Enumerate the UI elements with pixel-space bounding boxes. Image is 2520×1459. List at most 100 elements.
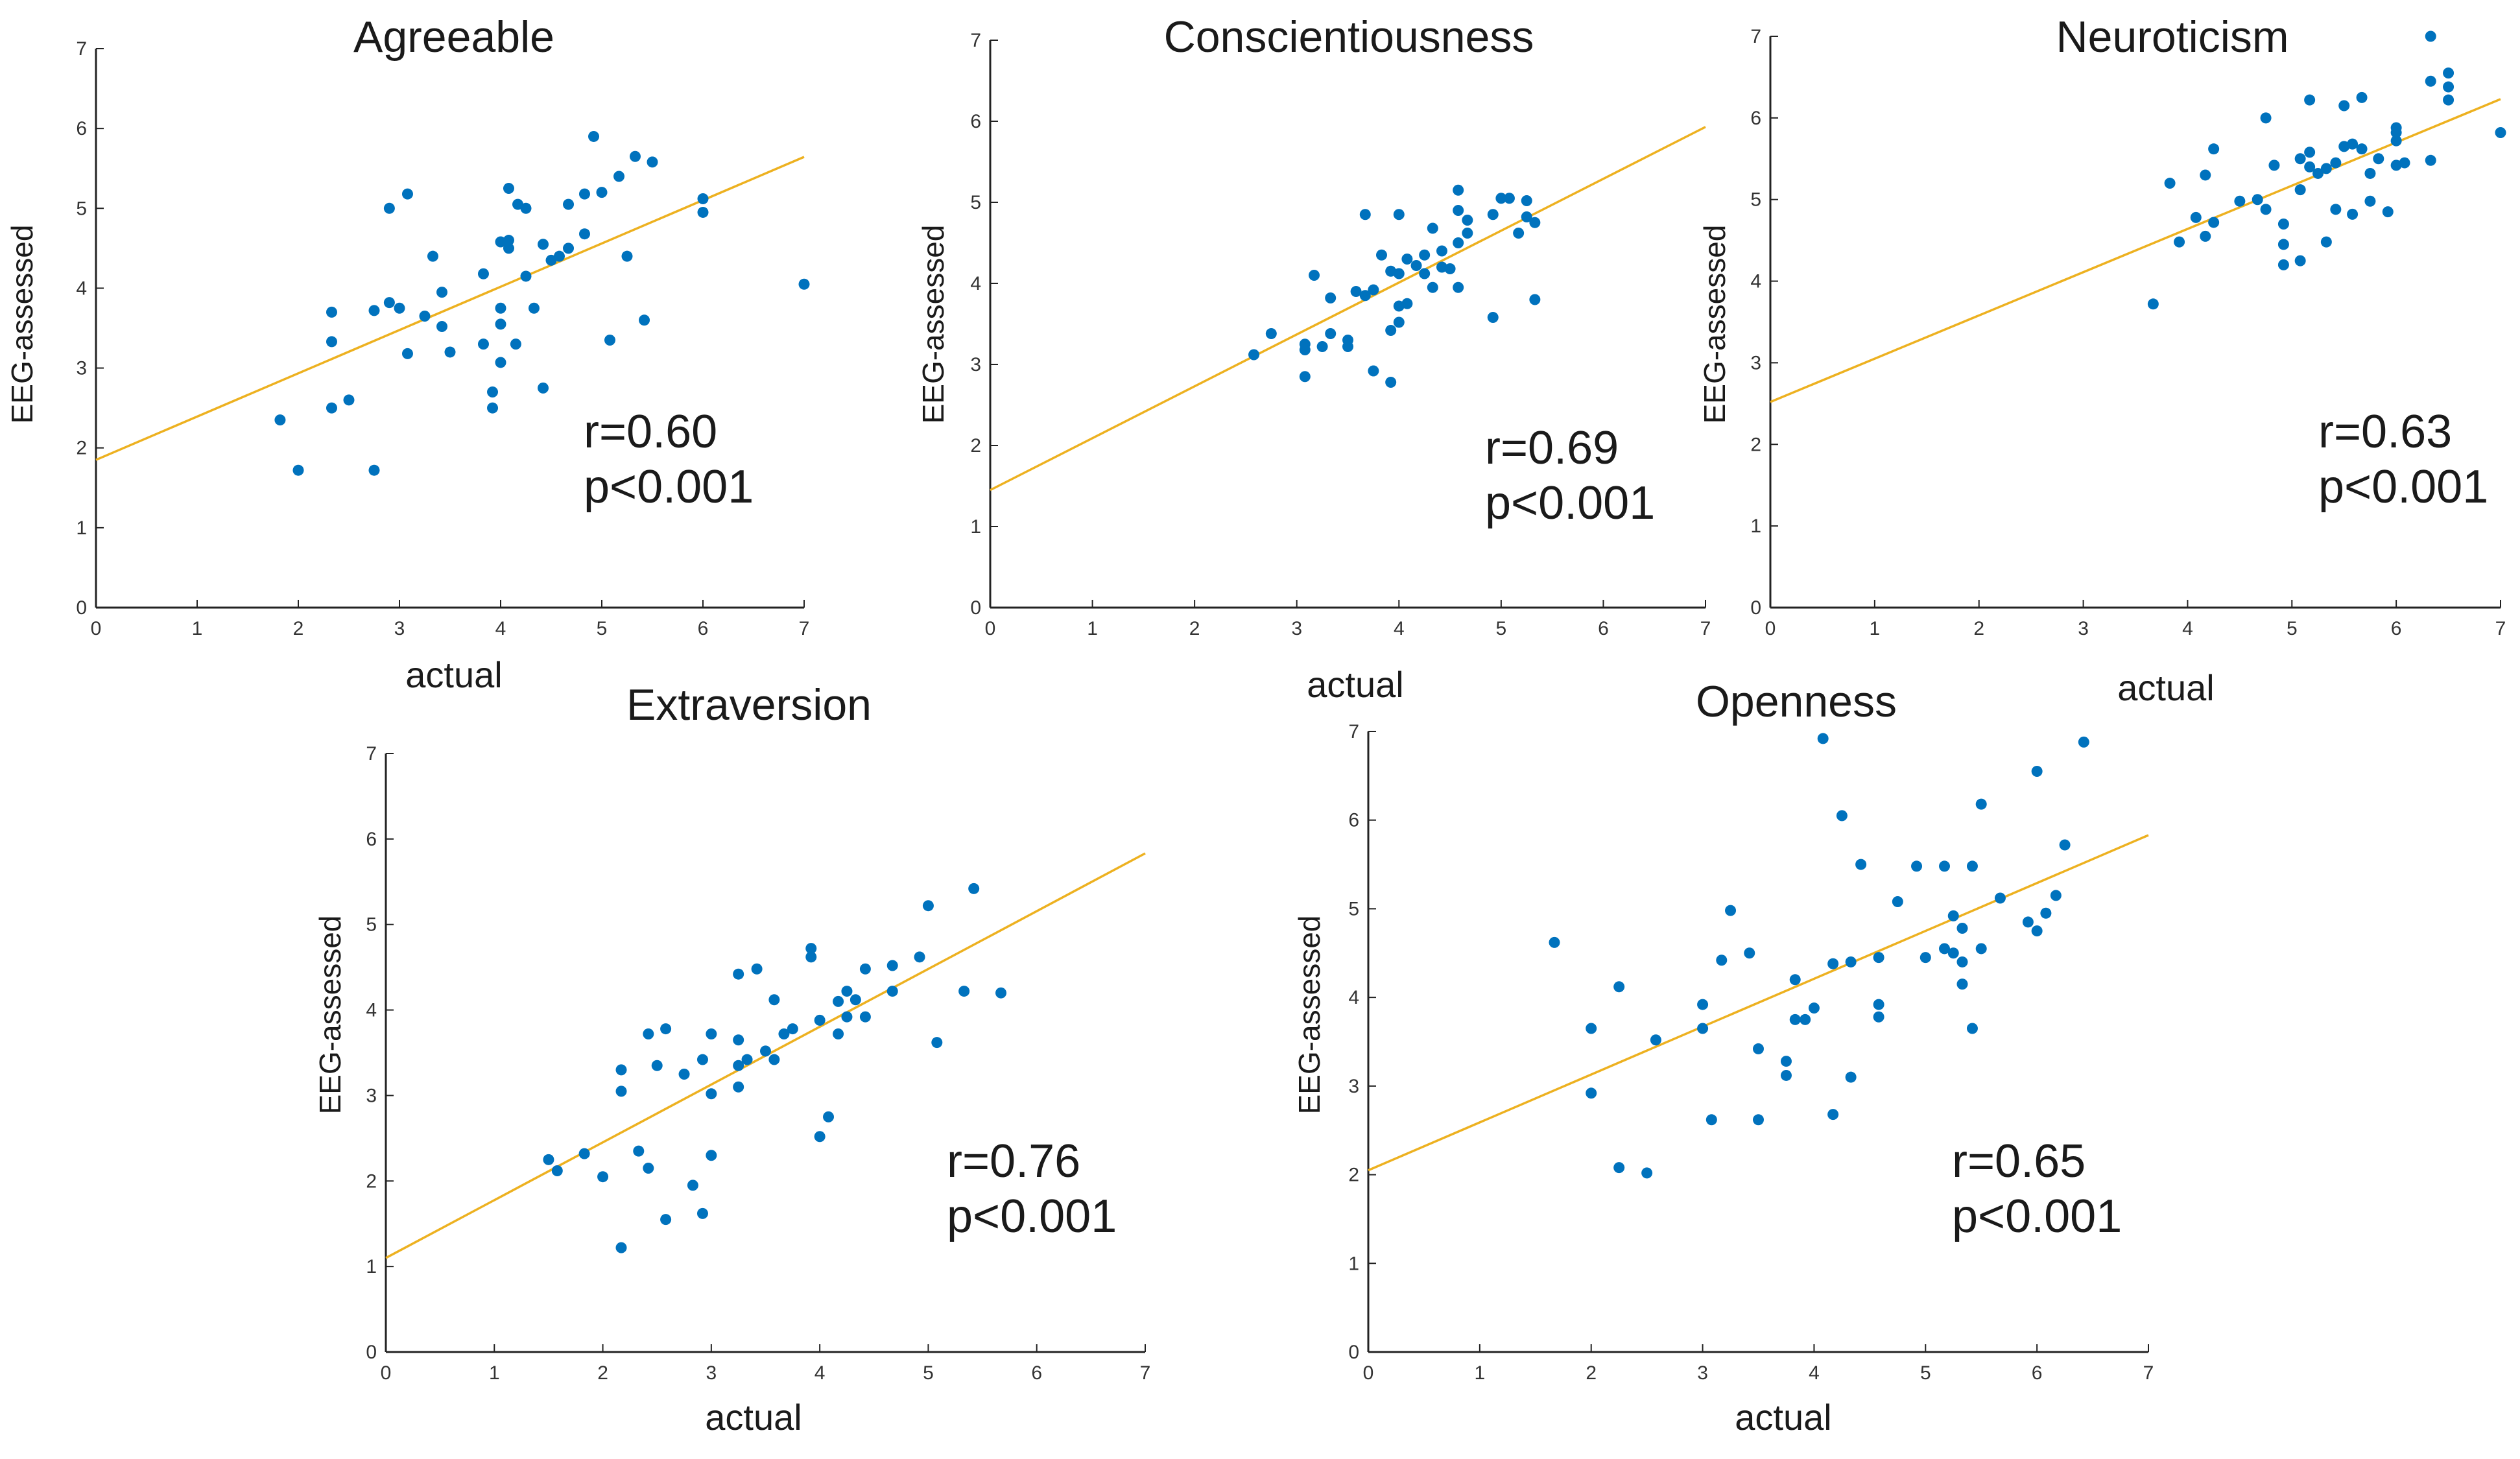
chart-title: Agreeable bbox=[353, 12, 554, 62]
data-point bbox=[588, 130, 600, 142]
data-point bbox=[1350, 286, 1362, 297]
data-point bbox=[292, 464, 304, 476]
data-point bbox=[326, 402, 337, 414]
y-tick-label: 2 bbox=[970, 435, 981, 457]
x-axis-label: actual bbox=[1735, 1397, 1831, 1438]
panel-neuroticism: 0 1 2 3 4 5 6 7 0 1 2 3 4 5 6 7 Neuroticism actual EEG-ass… bbox=[1698, 12, 2506, 708]
x-tick-label: 5 bbox=[597, 618, 608, 639]
data-point bbox=[503, 243, 514, 254]
data-point bbox=[538, 239, 549, 250]
p-value-label: p<0.001 bbox=[584, 461, 754, 513]
data-point bbox=[2277, 239, 2289, 250]
data-point bbox=[768, 994, 780, 1006]
regression-line bbox=[1368, 834, 2149, 1172]
data-point bbox=[805, 951, 817, 963]
x-tick-label: 2 bbox=[293, 618, 304, 639]
data-point bbox=[1789, 1014, 1801, 1025]
data-point bbox=[1462, 215, 1473, 226]
y-tick-label: 7 bbox=[1750, 26, 1761, 47]
x-tick-label: 6 bbox=[2391, 618, 2402, 639]
data-point bbox=[1393, 268, 1405, 279]
p-value-label: p<0.001 bbox=[2318, 461, 2488, 513]
regression-line bbox=[95, 156, 805, 461]
data-point bbox=[850, 994, 861, 1006]
data-point bbox=[578, 1148, 590, 1159]
data-point bbox=[2304, 147, 2316, 158]
y-tick-label: 5 bbox=[970, 192, 981, 213]
data-point bbox=[1975, 943, 1987, 955]
data-point bbox=[1359, 209, 1371, 220]
data-point bbox=[528, 302, 540, 314]
y-tick-label: 6 bbox=[76, 118, 87, 139]
data-point bbox=[1385, 377, 1397, 388]
data-point bbox=[1697, 1023, 1709, 1034]
y-tick-label: 0 bbox=[366, 1342, 377, 1363]
data-point bbox=[1487, 312, 1499, 323]
data-point bbox=[968, 883, 980, 894]
data-point bbox=[1586, 1023, 1597, 1034]
data-point bbox=[1641, 1167, 1653, 1179]
data-point bbox=[503, 183, 514, 194]
data-point bbox=[2031, 766, 2043, 777]
y-tick-label: 3 bbox=[76, 358, 87, 379]
y-axis-label: EEG-assessed bbox=[916, 225, 950, 424]
x-tick-label: 3 bbox=[394, 618, 405, 639]
data-point bbox=[1393, 209, 1405, 220]
data-point bbox=[2312, 167, 2324, 179]
data-point bbox=[687, 1180, 698, 1191]
data-point bbox=[1892, 896, 1903, 907]
y-tick-label: 6 bbox=[366, 829, 377, 850]
data-point bbox=[639, 314, 650, 326]
data-point bbox=[678, 1068, 690, 1080]
correlation-label: r=0.65 bbox=[1952, 1135, 2086, 1187]
x-tick-label: 2 bbox=[1586, 1362, 1597, 1384]
data-point bbox=[2347, 208, 2359, 220]
y-tick-label: 2 bbox=[1750, 434, 1761, 455]
data-point bbox=[1529, 294, 1541, 305]
x-tick-label: 4 bbox=[2182, 618, 2193, 639]
data-point bbox=[1827, 1109, 1839, 1121]
data-point bbox=[660, 1214, 672, 1226]
data-point bbox=[2277, 259, 2289, 270]
panel-openness: 0 1 2 3 4 5 6 7 0 1 2 3 4 5 6 7 Openness actual EEG-assess… bbox=[1292, 677, 2154, 1438]
data-point bbox=[597, 1171, 609, 1183]
data-point bbox=[2330, 157, 2342, 169]
data-point bbox=[1947, 910, 1959, 921]
data-point bbox=[2164, 178, 2176, 189]
x-tick-label: 0 bbox=[1363, 1362, 1374, 1384]
data-point bbox=[647, 156, 658, 168]
x-tick-label: 5 bbox=[1496, 618, 1507, 639]
data-point bbox=[615, 1085, 627, 1097]
data-point bbox=[2443, 81, 2455, 93]
data-point bbox=[2208, 217, 2220, 228]
data-point bbox=[1342, 341, 1353, 352]
x-tick-label: 0 bbox=[381, 1362, 392, 1384]
data-point bbox=[733, 968, 744, 980]
x-tick-label: 3 bbox=[2078, 618, 2089, 639]
data-point bbox=[787, 1023, 798, 1035]
x-axis-label: actual bbox=[2117, 667, 2214, 708]
data-point bbox=[2294, 153, 2306, 165]
data-point bbox=[2304, 94, 2316, 106]
y-tick-label: 5 bbox=[366, 914, 377, 936]
data-point bbox=[1436, 261, 1447, 273]
x-tick-label: 3 bbox=[706, 1362, 717, 1384]
data-point bbox=[1419, 249, 1431, 261]
data-point bbox=[2495, 127, 2506, 139]
data-point bbox=[1873, 1011, 1884, 1023]
data-point bbox=[2252, 194, 2263, 206]
x-tick-label: 7 bbox=[2495, 618, 2506, 639]
data-point bbox=[1966, 860, 1978, 872]
data-point bbox=[1650, 1034, 1661, 1046]
y-tick-label: 0 bbox=[1348, 1342, 1359, 1363]
chart-title: Extraversion bbox=[626, 680, 872, 730]
data-point bbox=[2147, 298, 2159, 310]
p-value-label: p<0.001 bbox=[1485, 477, 1655, 529]
data-point bbox=[520, 202, 532, 214]
data-point bbox=[1817, 733, 1829, 744]
data-point bbox=[1368, 365, 1379, 377]
data-point bbox=[1375, 249, 1387, 261]
data-point bbox=[1513, 228, 1525, 239]
data-point bbox=[2425, 75, 2436, 87]
data-point bbox=[510, 338, 521, 350]
